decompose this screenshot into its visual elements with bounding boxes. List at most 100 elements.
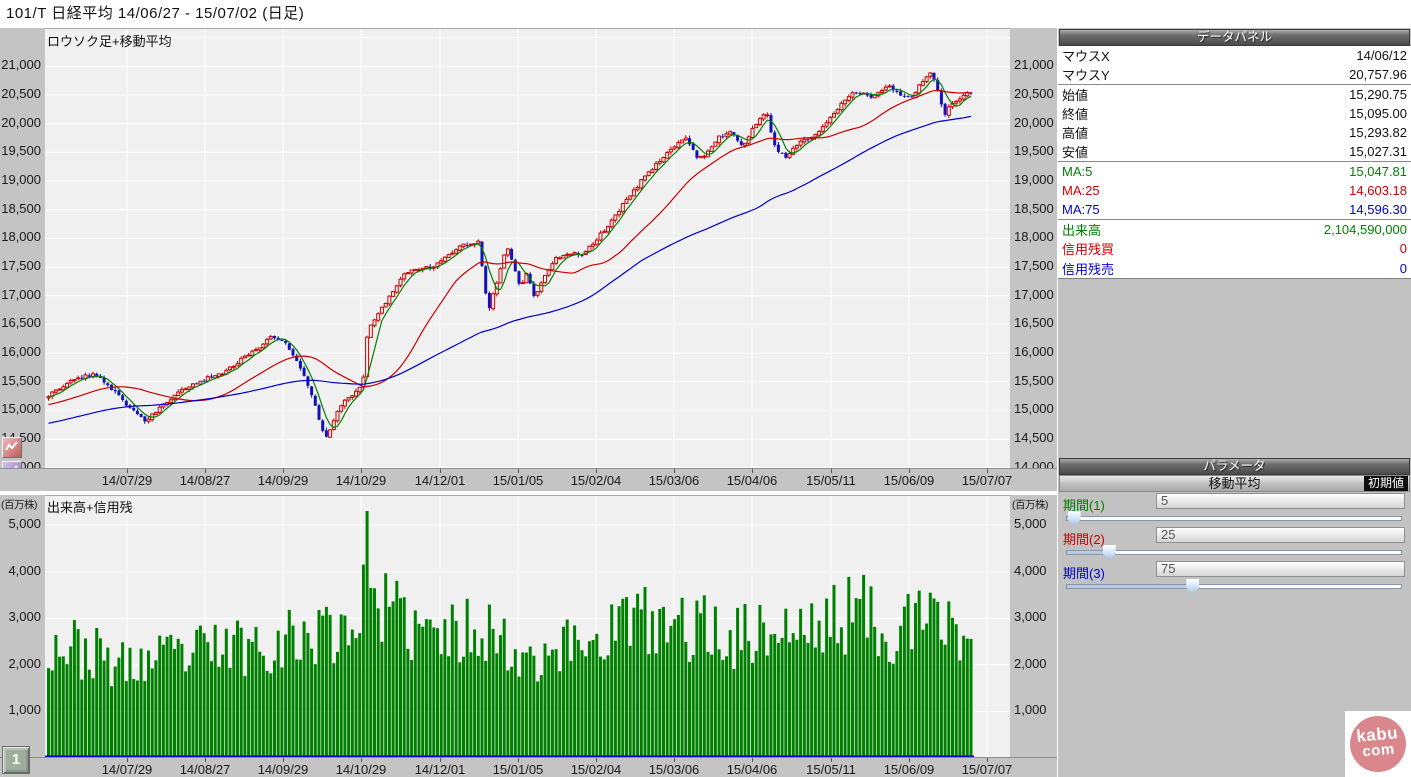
data-row-value: 14,596.30 <box>1349 202 1407 218</box>
y-axis-label: 17,000 <box>1 286 41 302</box>
data-row-value: 14/06/12 <box>1356 48 1407 64</box>
period3-label: 期間(3) <box>1063 566 1105 581</box>
y-axis-label: 20,500 <box>1 85 41 101</box>
parameter-subheader: 移動平均 初期値 <box>1059 475 1410 492</box>
y-axis-label: 3,000 <box>8 609 41 625</box>
data-panel-header: データパネル <box>1059 29 1410 46</box>
x-axis-label: 14/10/29 <box>335 473 387 488</box>
y-axis-label: 17,000 <box>1014 286 1054 302</box>
volume-unit-label-left: (百万株) <box>1 499 38 511</box>
period3-value-field[interactable]: 75 <box>1156 561 1405 577</box>
period2-label: 期間(2) <box>1063 532 1105 547</box>
y-axis-label: 15,000 <box>1014 401 1054 417</box>
main-chart-type-label: ロウソク足+移動平均 <box>47 34 172 49</box>
y-axis-label: 15,500 <box>1014 372 1054 388</box>
x-axis-label: 14/10/29 <box>335 762 387 777</box>
x-axis-tick <box>205 758 206 762</box>
period1-value-field[interactable]: 5 <box>1156 493 1405 509</box>
y-axis-label: 21,000 <box>1014 57 1054 73</box>
x-axis-label: 15/07/07 <box>961 762 1013 777</box>
volume-y-axis-right: 5,000 4,000 3,000 2,000 1,000 <box>1010 495 1057 757</box>
x-axis-tick <box>909 758 910 762</box>
y-axis-label: 19,500 <box>1 143 41 159</box>
data-panel-row: マウスY 20,757.96 <box>1058 65 1411 85</box>
y-axis-label: 3,000 <box>1014 609 1047 625</box>
period2-slider-thumb[interactable] <box>1102 545 1116 560</box>
y-axis-label: 1,000 <box>1014 702 1047 718</box>
data-row-value: 15,293.82 <box>1349 125 1407 141</box>
period2-value-field[interactable]: 25 <box>1156 527 1405 543</box>
main-y-axis-right: 21,000 20,500 20,000 19,500 19,000 18,500 18,0… <box>1010 28 1057 474</box>
x-axis-tick <box>831 758 832 762</box>
y-axis-label: 19,500 <box>1014 143 1054 159</box>
period3-slider-fill <box>1067 585 1193 588</box>
data-panel-row: マウスX 14/06/12 <box>1058 46 1411 65</box>
y-axis-label: 4,000 <box>8 562 41 578</box>
period3-slider-thumb[interactable] <box>1186 579 1200 594</box>
data-row-value: 15,027.31 <box>1349 144 1407 160</box>
y-axis-label: 18,500 <box>1 200 41 216</box>
x-axis-label: 14/07/29 <box>101 762 153 777</box>
data-row-value: 14,603.18 <box>1349 183 1407 199</box>
x-axis-label: 15/06/09 <box>883 762 935 777</box>
data-row-value: 0 <box>1399 260 1407 276</box>
y-axis-label: 19,000 <box>1014 172 1054 188</box>
period3-slider[interactable] <box>1066 579 1402 594</box>
x-axis-label: 15/04/06 <box>726 473 778 488</box>
period2-slider[interactable] <box>1066 545 1402 560</box>
x-axis-label: 15/03/06 <box>648 762 700 777</box>
volume-plot[interactable]: 出来高+信用残 <box>45 495 1010 758</box>
data-panel-row: 始値 15,290.75 <box>1058 85 1411 104</box>
x-axis-label: 14/09/29 <box>257 762 309 777</box>
x-axis-tick <box>987 469 988 473</box>
x-axis-tick <box>674 758 675 762</box>
indicator-name-label: 移動平均 <box>1208 476 1261 491</box>
chart-divider <box>0 491 1057 495</box>
reset-defaults-button[interactable]: 初期値 <box>1363 476 1408 491</box>
x-axis-label: 14/08/27 <box>179 473 231 488</box>
x-axis-label: 15/03/06 <box>648 473 700 488</box>
data-row-label: マウスX <box>1062 49 1110 65</box>
x-axis-tick <box>283 469 284 473</box>
x-axis-tick <box>987 758 988 762</box>
x-axis-label: 14/07/29 <box>101 473 153 488</box>
y-axis-label: 17,500 <box>1 258 41 274</box>
volume-chart-label: 出来高+信用残 <box>47 500 133 515</box>
y-axis-label: 20,000 <box>1014 114 1054 130</box>
data-row-label: MA:75 <box>1062 202 1100 218</box>
x-axis-tick <box>361 758 362 762</box>
data-row-label: 終値 <box>1062 107 1089 123</box>
mini-line-chart-icon <box>5 441 18 451</box>
main-x-axis: 14/07/29 14/08/27 14/09/29 14/10/29 14/12/01… <box>0 468 1057 491</box>
chart-style-button-red[interactable] <box>2 437 22 458</box>
period1-slider[interactable] <box>1066 511 1402 526</box>
main-y-axis-left: 21,000 20,500 20,000 19,500 19,000 18,500 18,0… <box>0 28 45 474</box>
y-axis-label: 16,000 <box>1 344 41 360</box>
volume-bar-chart[interactable] <box>45 496 1010 758</box>
data-panel-row: 信用残買 0 <box>1058 239 1411 258</box>
y-axis-label: 18,000 <box>1 229 41 245</box>
page-1-button[interactable]: 1 <box>2 746 30 774</box>
data-panel-row: 出来高 2,104,590,000 <box>1058 220 1411 239</box>
period1-slider-thumb[interactable] <box>1067 511 1081 526</box>
x-axis-tick <box>674 469 675 473</box>
parameter-panel-header: パラメータ <box>1059 458 1410 475</box>
y-axis-label: 21,000 <box>1 57 41 73</box>
volume-y-axis-left: 5,000 4,000 3,000 2,000 1,000 <box>0 495 45 757</box>
x-axis-label: 15/05/11 <box>806 762 856 777</box>
data-panel-row: MA:75 14,596.30 <box>1058 201 1411 220</box>
x-axis-tick <box>440 758 441 762</box>
x-axis-label: 14/12/01 <box>414 762 466 777</box>
x-axis-label: 15/02/04 <box>570 473 622 488</box>
x-axis-label: 14/08/27 <box>179 762 231 777</box>
data-row-label: 信用残買 <box>1062 242 1115 258</box>
x-axis-label: 14/09/29 <box>257 473 309 488</box>
data-row-value: 15,095.00 <box>1349 106 1407 122</box>
candlestick-chart[interactable] <box>45 29 1010 469</box>
x-axis-tick <box>518 758 519 762</box>
main-candlestick-plot[interactable]: ロウソク足+移動平均 <box>45 28 1010 469</box>
period2-slider-fill <box>1067 551 1109 554</box>
x-axis-tick <box>283 758 284 762</box>
side-panel: データパネル マウスX 14/06/12 マウスY 20,757.96 始値 15,290… <box>1058 28 1411 777</box>
y-axis-label: 14,500 <box>1014 430 1054 446</box>
